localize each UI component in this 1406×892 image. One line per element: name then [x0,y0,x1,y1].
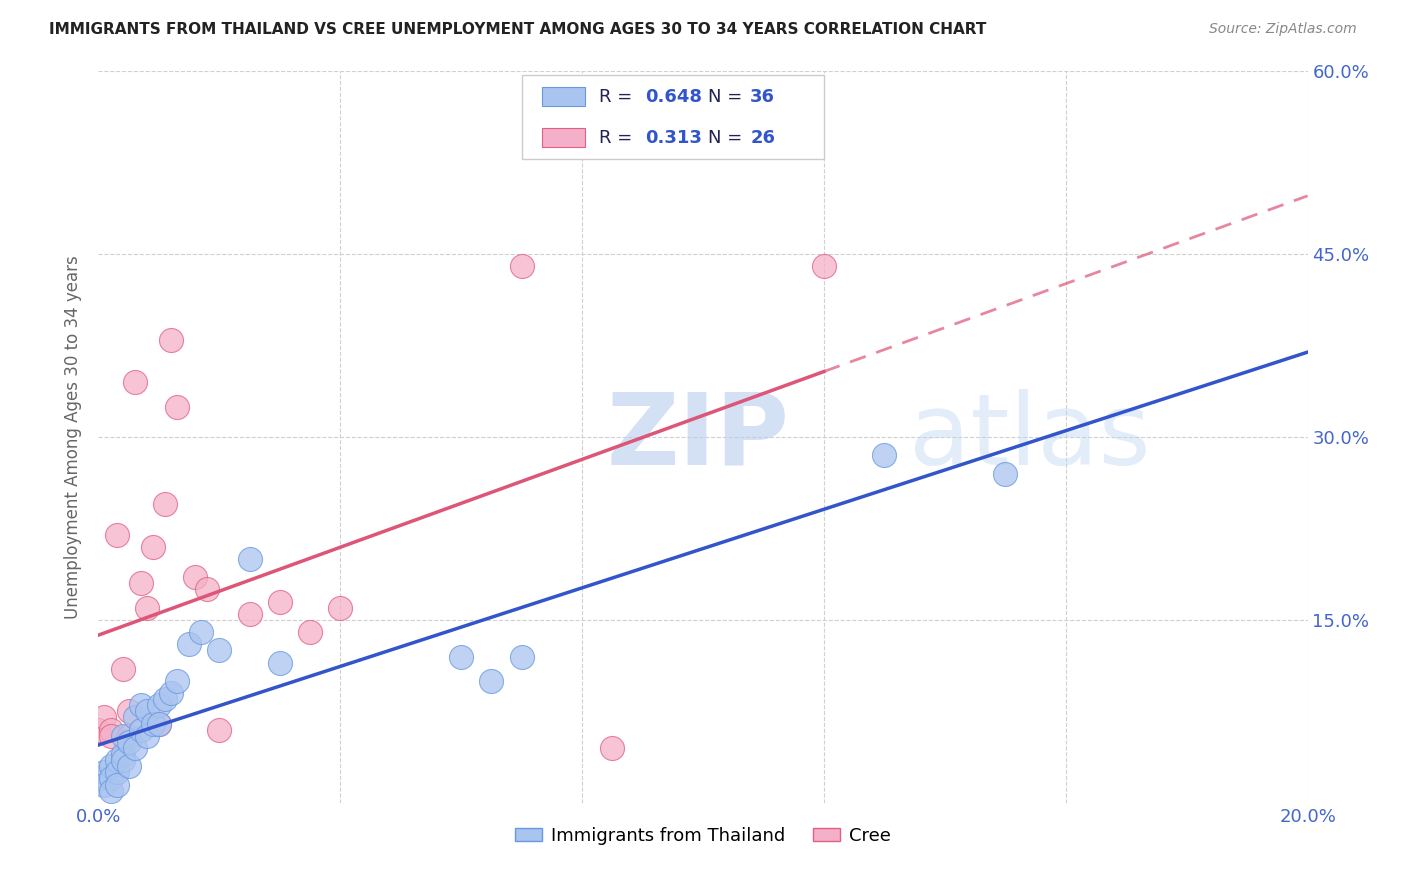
Point [813,260,835,274]
Point [166,673,188,688]
Point [105,527,128,541]
Point [160,686,183,700]
Point [299,625,322,640]
Text: N =: N = [707,128,748,146]
Point [510,649,533,664]
Point [510,260,533,274]
Point [166,400,188,414]
Point [153,692,176,706]
Point [184,570,207,584]
Point [190,625,212,640]
Text: 0.648: 0.648 [645,87,702,105]
Point [153,497,176,511]
Point [124,710,146,724]
Point [93,765,115,780]
Text: atlas: atlas [908,389,1150,485]
Point [111,729,134,743]
Point [208,723,231,737]
Point [118,729,141,743]
Point [129,576,152,591]
FancyBboxPatch shape [543,128,585,146]
Point [105,765,128,780]
Text: 0.313: 0.313 [645,128,702,146]
FancyBboxPatch shape [522,75,824,159]
FancyBboxPatch shape [543,87,585,106]
Point [142,716,165,731]
Point [100,772,122,786]
Point [142,540,165,554]
Text: IMMIGRANTS FROM THAILAND VS CREE UNEMPLOYMENT AMONG AGES 30 TO 34 YEARS CORRELAT: IMMIGRANTS FROM THAILAND VS CREE UNEMPLO… [49,22,987,37]
Text: Source: ZipAtlas.com: Source: ZipAtlas.com [1209,22,1357,37]
Point [87,723,110,737]
Point [148,716,170,731]
Text: N =: N = [707,87,748,105]
Point [111,747,134,761]
Point [111,662,134,676]
Point [118,759,141,773]
Point [873,448,896,462]
Point [87,772,110,786]
Point [124,375,146,389]
Point [994,467,1017,481]
Point [148,716,170,731]
Text: 26: 26 [751,128,775,146]
Text: ZIP: ZIP [606,389,789,485]
Point [118,735,141,749]
Point [100,729,122,743]
Point [118,705,141,719]
Y-axis label: Unemployment Among Ages 30 to 34 years: Unemployment Among Ages 30 to 34 years [65,255,83,619]
Text: 36: 36 [751,87,775,105]
Point [450,649,472,664]
Point [481,673,503,688]
Point [602,740,624,755]
Point [93,710,115,724]
Point [329,600,352,615]
Point [129,723,152,737]
Point [124,740,146,755]
Point [135,705,157,719]
Point [269,656,291,670]
Point [100,783,122,797]
Point [148,698,170,713]
Point [239,552,262,566]
Point [93,778,115,792]
Point [179,637,201,651]
Point [160,333,183,347]
Point [195,582,218,597]
Point [105,753,128,767]
Point [105,778,128,792]
Text: R =: R = [599,128,638,146]
Legend: Immigrants from Thailand, Cree: Immigrants from Thailand, Cree [508,820,898,852]
Point [239,607,262,621]
Point [129,698,152,713]
Point [208,643,231,657]
Point [111,753,134,767]
Point [100,723,122,737]
Point [135,600,157,615]
Text: R =: R = [599,87,638,105]
Point [269,594,291,608]
Point [100,759,122,773]
Point [135,729,157,743]
